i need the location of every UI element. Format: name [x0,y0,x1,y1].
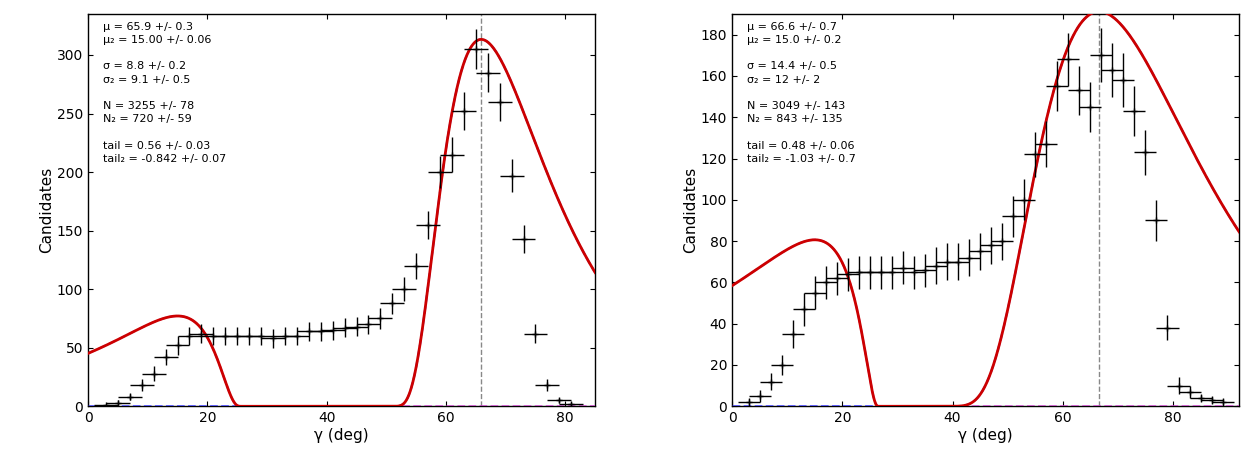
X-axis label: γ (deg): γ (deg) [314,428,369,443]
Text: μ = 65.9 +/- 0.3
μ₂ = 15.00 +/- 0.06

σ = 8.8 +/- 0.2
σ₂ = 9.1 +/- 0.5

N = 3255: μ = 65.9 +/- 0.3 μ₂ = 15.00 +/- 0.06 σ =… [103,22,226,164]
Y-axis label: Candidates: Candidates [39,167,54,253]
Text: μ = 66.6 +/- 0.7
μ₂ = 15.0 +/- 0.2

σ = 14.4 +/- 0.5
σ₂ = 12 +/- 2

N = 3049 +/-: μ = 66.6 +/- 0.7 μ₂ = 15.0 +/- 0.2 σ = 1… [747,22,857,164]
Y-axis label: Candidates: Candidates [683,167,698,253]
X-axis label: γ (deg): γ (deg) [959,428,1013,443]
